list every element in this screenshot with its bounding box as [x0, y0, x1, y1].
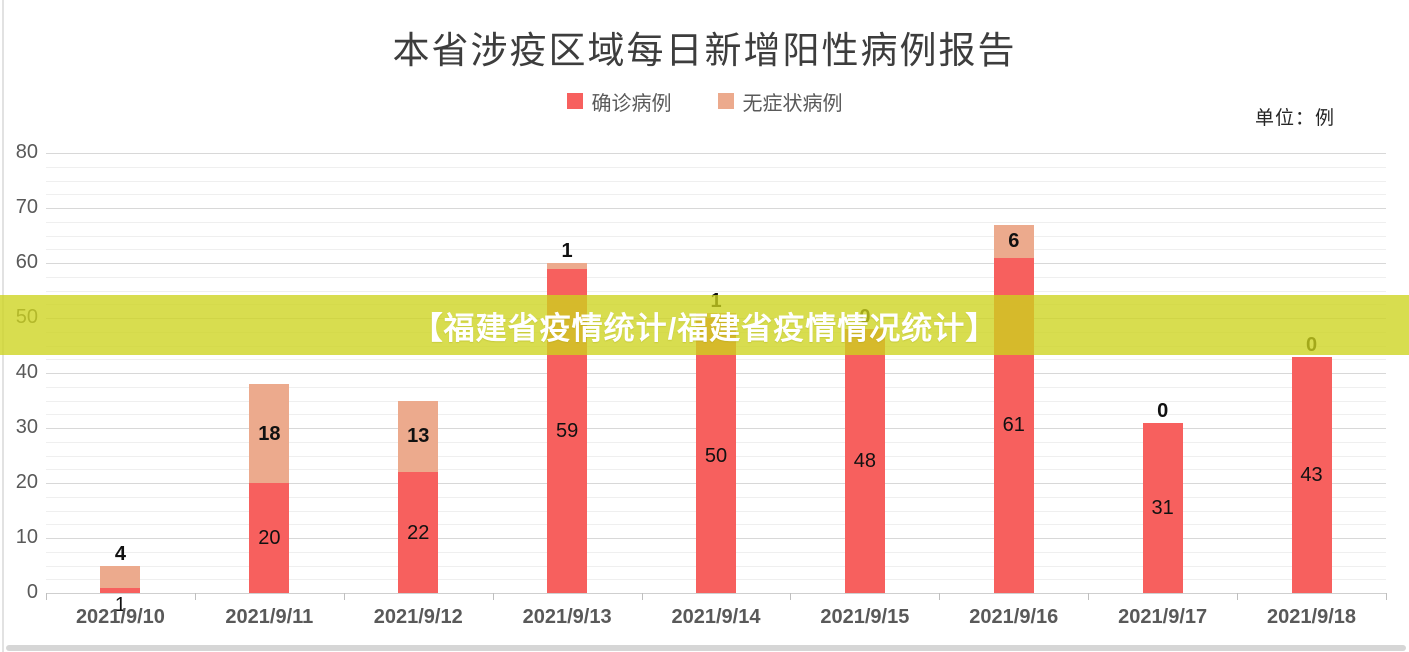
major-gridline [46, 153, 1386, 154]
axis-tick [343, 593, 345, 600]
unit-label: 单位：例 [1254, 108, 1335, 129]
axis-tick [1386, 593, 1387, 600]
bar-asymptomatic-segment [993, 224, 1034, 258]
bar-asymptomatic-segment [398, 400, 439, 472]
axis-tick [641, 593, 643, 600]
bar-label-confirmed: 22 [407, 521, 430, 544]
x-axis-label: 2021/9/11 [225, 606, 314, 628]
axis-tick [46, 593, 47, 600]
y-axis-label: 80 [15, 141, 38, 163]
minor-gridline [46, 166, 1386, 168]
banner-overlay: 【福建省疫情统计/福建省疫情情况统计】 [0, 295, 1409, 355]
axis-tick [492, 593, 494, 600]
bar-label-asymptomatic: 18 [258, 422, 281, 445]
bar-confirmed-segment [100, 587, 141, 593]
banner-text: 【福建省疫情统计/福建省疫情情况统计】 [411, 310, 998, 346]
y-axis-label: 30 [15, 416, 38, 438]
bar-label-confirmed: 48 [853, 450, 876, 472]
horizontal-scrollbar[interactable] [6, 645, 1406, 651]
bar-label-confirmed: 50 [704, 444, 728, 467]
axis-tick [194, 593, 196, 600]
axis-tick [790, 593, 792, 600]
minor-gridline [46, 290, 1386, 292]
minor-gridline [46, 235, 1386, 237]
bar-confirmed-segment [696, 318, 736, 593]
bar-label-asymptomatic: 13 [407, 425, 430, 448]
bar-label-asymptomatic: 4 [114, 542, 126, 565]
confirmed-swatch-icon [566, 93, 583, 109]
x-axis-label: 2021/9/18 [1267, 606, 1357, 628]
x-axis-label: 2021/9/16 [969, 606, 1059, 628]
minor-gridline [46, 221, 1386, 223]
y-axis-label: 10 [15, 526, 38, 548]
legend-label-confirmed: 确诊病例 [591, 92, 672, 115]
bar-confirmed-segment [398, 472, 439, 593]
legend: 确诊病例 无症状病例 [0, 87, 1409, 116]
legend-item-asymptomatic: 无症状病例 [717, 87, 843, 116]
bar-label-confirmed: 59 [555, 419, 579, 442]
minor-gridline [46, 276, 1386, 278]
asymptomatic-swatch-icon [717, 93, 734, 109]
x-axis-label: 2021/9/12 [373, 606, 463, 628]
bar-label-confirmed: 61 [1002, 414, 1025, 437]
major-gridline [46, 208, 1386, 209]
bar-asymptomatic-segment [249, 384, 290, 483]
axis-tick [939, 593, 941, 600]
x-axis-label: 2021/9/10 [75, 606, 165, 628]
bar-asymptomatic-segment [100, 565, 141, 588]
x-axis-label: 2021/9/14 [671, 606, 761, 628]
y-axis-label: 20 [15, 471, 38, 493]
y-axis-label: 60 [15, 251, 38, 273]
bar-label-confirmed: 43 [1300, 463, 1323, 486]
bar-confirmed-segment [844, 329, 885, 593]
x-axis-label: 2021/9/13 [522, 606, 612, 628]
bar-label-confirmed: 20 [258, 527, 281, 549]
x-axis-label: 2021/9/15 [820, 606, 910, 628]
legend-label-asymptomatic: 无症状病例 [742, 92, 843, 115]
x-axis-label: 2021/9/17 [1118, 606, 1208, 628]
bar-label-asymptomatic: 6 [1008, 230, 1020, 252]
y-axis-label: 40 [15, 361, 38, 383]
axis-tick [1237, 593, 1239, 600]
bar-confirmed-segment [1142, 422, 1183, 593]
x-axis-line [46, 593, 1386, 594]
legend-item-confirmed: 确诊病例 [566, 87, 672, 116]
major-gridline [46, 263, 1386, 264]
bar-label-asymptomatic: 0 [1157, 399, 1169, 422]
y-axis-label: 70 [15, 196, 38, 218]
bar-confirmed-segment [1291, 356, 1332, 593]
bar-asymptomatic-segment [547, 263, 588, 269]
bar-label-confirmed: 1 [114, 594, 126, 616]
bar-label-confirmed: 31 [1151, 496, 1174, 519]
bar-label-asymptomatic: 1 [561, 240, 573, 262]
chart-title: 本省涉疫区域每日新增阳性病例报告 [392, 31, 1017, 72]
minor-gridline [46, 194, 1386, 196]
minor-gridline [46, 180, 1386, 182]
bar-confirmed-segment [249, 483, 290, 593]
axis-tick [1088, 593, 1090, 600]
minor-gridline [46, 249, 1386, 251]
y-axis-label: 0 [26, 581, 38, 603]
